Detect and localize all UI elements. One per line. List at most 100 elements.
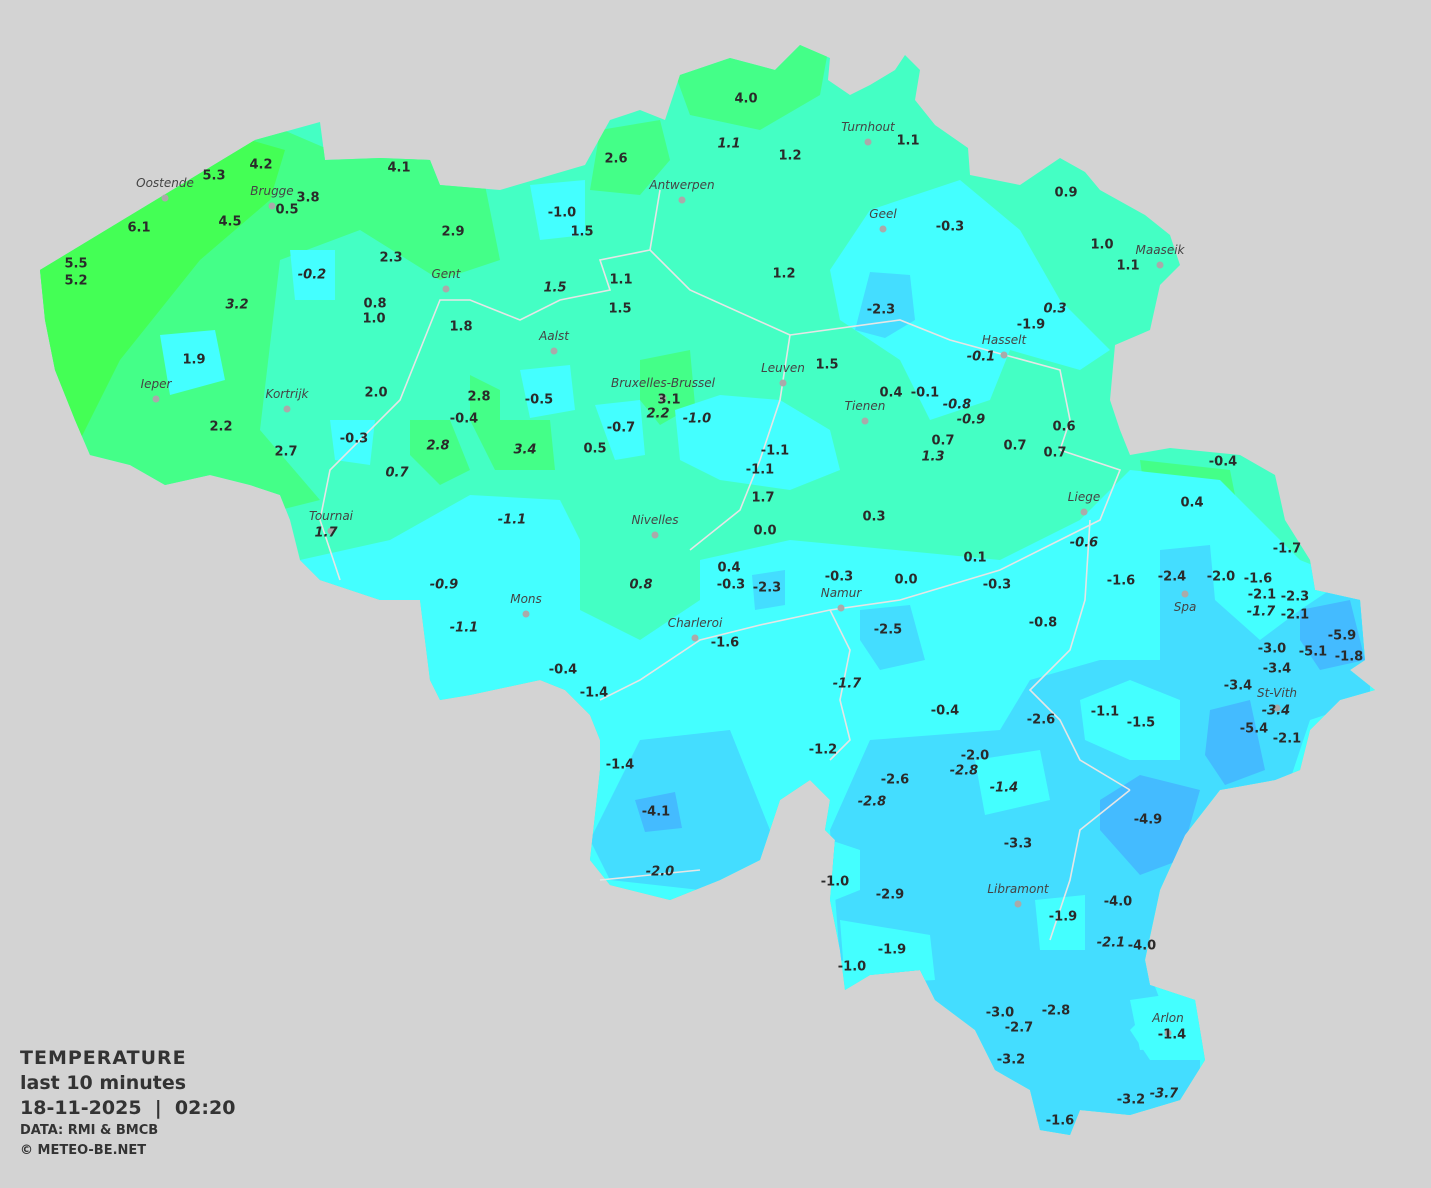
city-label: Libramont [987, 882, 1050, 896]
station-temperature: -0.1 [967, 350, 995, 365]
legend: TEMPERATURE last 10 minutes 18-11-2025 |… [20, 1046, 235, 1161]
station-temperature: 0.8 [629, 578, 652, 593]
station-temperature: -1.9 [1017, 318, 1045, 333]
station-temperature: 4.1 [387, 161, 410, 176]
station-temperature: 1.2 [778, 149, 801, 164]
station-temperature: -2.0 [646, 865, 674, 880]
zone-cyan [530, 180, 585, 240]
city-dot [1080, 508, 1088, 516]
station-temperature: -0.1 [911, 386, 939, 401]
station-temperature: 0.7 [385, 466, 409, 481]
station-temperature: 0.3 [1043, 302, 1066, 317]
station-temperature: 6.1 [127, 221, 150, 236]
station-temperature: -2.1 [1273, 732, 1301, 747]
city-labels: Oostende Brugge Antwerpen Turnhout Geel Maase… [136, 120, 1297, 1037]
station-temperature: -5.9 [1328, 629, 1356, 644]
zone-cyan [290, 250, 335, 300]
city-dot [879, 225, 887, 233]
city-label: Bruxelles-Brussel [611, 376, 716, 390]
station-temperature: -3.0 [986, 1006, 1014, 1021]
station-temperature: 0.5 [275, 203, 298, 218]
station-temperature: -1.9 [878, 943, 906, 958]
station-temperature: 3.1 [657, 393, 680, 408]
station-temperature: 1.7 [751, 491, 774, 506]
station-temperature: 5.5 [64, 257, 87, 272]
station-temperature: -1.6 [1107, 574, 1135, 589]
city-label: Turnhout [841, 120, 896, 134]
city-label: Hasselt [982, 333, 1028, 347]
zone-cyan [1035, 895, 1085, 950]
station-temperature: 1.8 [449, 320, 472, 335]
station-temperature: 0.9 [1054, 186, 1077, 201]
city-dot [161, 194, 169, 202]
station-temperature: 1.1 [896, 134, 919, 149]
city-label: Gent [432, 267, 462, 281]
city-dot [1156, 261, 1164, 269]
station-temperature: 4.0 [734, 92, 757, 107]
station-temperature: -3.2 [997, 1053, 1025, 1068]
station-temperature: -1.1 [450, 621, 478, 636]
station-temperature: 2.0 [364, 386, 387, 401]
station-temperature: -0.8 [943, 398, 971, 413]
station-temperature: -1.1 [1091, 705, 1119, 720]
zone-cyan [1080, 680, 1180, 760]
station-temperature: 0.4 [1180, 496, 1203, 511]
station-temperature: 0.5 [583, 442, 606, 457]
station-temperature: -1.8 [1335, 650, 1363, 665]
zone-blue [1205, 700, 1265, 785]
station-temperature: 0.4 [717, 561, 740, 576]
station-temperature: -1.0 [683, 412, 711, 427]
station-temperature: -2.6 [881, 773, 909, 788]
city-label: Maaseik [1136, 243, 1186, 257]
zone-cyan [520, 365, 575, 418]
city-label: Brugge [250, 184, 293, 198]
station-temperature: -1.4 [990, 781, 1018, 796]
station-temperature: 3.4 [513, 443, 536, 458]
legend-copyright: © METEO-BE.NET [20, 1143, 147, 1158]
station-temperature: 0.0 [753, 524, 776, 539]
city-label: Arlon [1151, 1011, 1183, 1025]
station-temperature: -1.4 [1158, 1028, 1186, 1043]
station-temperature: 1.5 [570, 225, 593, 240]
station-temperature: 1.5 [608, 302, 631, 317]
city-label: Nivelles [631, 513, 678, 527]
station-temperature: -1.1 [761, 444, 789, 459]
city-dot [1273, 704, 1281, 712]
station-temperature: 1.1 [717, 137, 740, 152]
station-temperature: -3.2 [1117, 1093, 1145, 1108]
station-temperature: -1.5 [1127, 716, 1155, 731]
station-temperature: 0.1 [963, 551, 986, 566]
station-temperature: 3.8 [296, 191, 319, 206]
station-temperature: -0.4 [450, 412, 478, 427]
station-temperature: 2.2 [209, 420, 232, 435]
station-temperature: -2.3 [867, 303, 895, 318]
station-temperature: 2.8 [467, 390, 490, 405]
station-temperature: -2.7 [1005, 1021, 1033, 1036]
station-temperature: -4.9 [1134, 813, 1162, 828]
station-temperature: -0.4 [931, 704, 959, 719]
city-label: Charleroi [668, 616, 723, 630]
zone-cyan [830, 180, 1110, 420]
station-temperature: 0.7 [1003, 439, 1026, 454]
zone-green [590, 120, 670, 195]
province-border [599, 869, 701, 881]
station-temperature: -0.9 [957, 413, 985, 428]
station-temperature: -2.1 [1097, 936, 1125, 951]
zone-blue [1300, 600, 1365, 670]
zone-cyan [330, 420, 375, 465]
station-temperature: -0.4 [549, 663, 577, 678]
station-temperature: -1.6 [1244, 572, 1272, 587]
station-temperature: 4.2 [249, 158, 272, 173]
station-temperature: -2.6 [1027, 713, 1055, 728]
zone-cyan [595, 400, 645, 460]
zone-blue [1100, 775, 1200, 875]
station-temperature: -3.4 [1224, 679, 1252, 694]
zone-light_blue [860, 605, 925, 670]
zone-cyan [1130, 990, 1210, 1050]
station-temperature: 1.7 [314, 526, 338, 541]
station-temperature: -2.0 [961, 749, 989, 764]
station-temperature: 3.2 [225, 298, 248, 313]
city-label: Mons [510, 592, 542, 606]
station-temperature: -3.0 [1258, 642, 1286, 657]
station-temperature: 1.5 [815, 358, 838, 373]
